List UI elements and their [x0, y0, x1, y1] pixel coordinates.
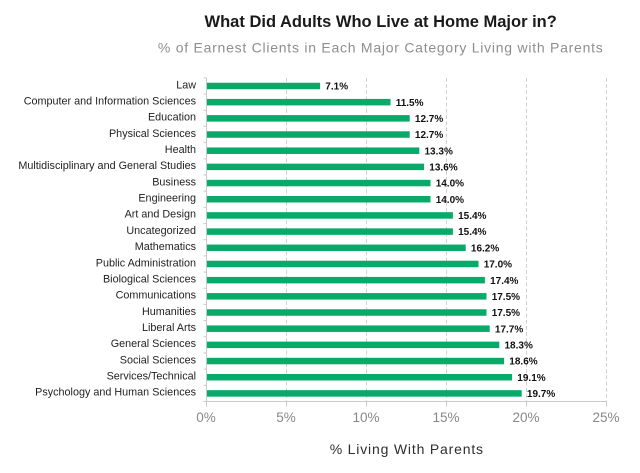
svg-text:15.4%: 15.4%: [458, 227, 486, 238]
svg-text:Uncategorized: Uncategorized: [126, 225, 196, 237]
svg-text:11.5%: 11.5%: [396, 98, 424, 109]
svg-text:Psychology and Human Sciences: Psychology and Human Sciences: [35, 387, 196, 399]
svg-text:15.4%: 15.4%: [458, 211, 486, 222]
svg-text:Law: Law: [176, 79, 196, 91]
svg-text:14.0%: 14.0%: [436, 179, 464, 190]
svg-text:19.7%: 19.7%: [527, 389, 555, 400]
svg-text:17.5%: 17.5%: [492, 292, 520, 303]
svg-text:Physical Sciences: Physical Sciences: [109, 128, 197, 140]
svg-text:Biological Sciences: Biological Sciences: [103, 273, 197, 285]
svg-text:0%: 0%: [196, 410, 216, 425]
svg-text:10%: 10%: [352, 410, 379, 425]
svg-text:17.5%: 17.5%: [492, 308, 520, 319]
svg-text:Communications: Communications: [116, 290, 197, 302]
svg-text:17.0%: 17.0%: [484, 260, 512, 271]
svg-text:Education: Education: [148, 112, 196, 124]
svg-text:Mathematics: Mathematics: [135, 241, 197, 253]
svg-text:12.7%: 12.7%: [415, 114, 443, 125]
svg-text:What Did Adults Who Live at Ho: What Did Adults Who Live at Home Major i…: [205, 13, 557, 31]
svg-text:Health: Health: [165, 144, 196, 156]
svg-text:Art and Design: Art and Design: [125, 209, 196, 221]
svg-text:Humanities: Humanities: [142, 306, 197, 318]
svg-text:Services/Technical: Services/Technical: [107, 371, 196, 383]
svg-text:Multidisciplinary and General: Multidisciplinary and General Studies: [18, 160, 196, 172]
svg-text:15%: 15%: [432, 410, 459, 425]
svg-text:Social Sciences: Social Sciences: [120, 354, 197, 366]
svg-text:Engineering: Engineering: [138, 193, 196, 205]
svg-text:5%: 5%: [276, 410, 296, 425]
svg-text:Business: Business: [152, 176, 196, 188]
svg-text:16.2%: 16.2%: [471, 243, 499, 254]
svg-text:18.3%: 18.3%: [505, 340, 533, 351]
svg-text:Public Administration: Public Administration: [96, 257, 196, 269]
svg-text:17.7%: 17.7%: [495, 324, 523, 335]
svg-text:20%: 20%: [512, 410, 539, 425]
svg-text:13.6%: 13.6%: [429, 162, 457, 173]
svg-text:17.4%: 17.4%: [490, 276, 518, 287]
svg-text:14.0%: 14.0%: [436, 195, 464, 206]
svg-text:General Sciences: General Sciences: [111, 338, 197, 350]
svg-text:12.7%: 12.7%: [415, 130, 443, 141]
svg-text:19.1%: 19.1%: [517, 373, 545, 384]
svg-text:7.1%: 7.1%: [325, 82, 348, 93]
svg-text:18.6%: 18.6%: [509, 357, 537, 368]
svg-text:13.3%: 13.3%: [425, 146, 453, 157]
svg-text:% of Earnest Clients in Each M: % of Earnest Clients in Each Major Categ…: [158, 39, 604, 55]
svg-text:25%: 25%: [592, 410, 619, 425]
svg-text:Computer and Information Scien: Computer and Information Sciences: [24, 95, 197, 107]
svg-text:Liberal Arts: Liberal Arts: [142, 322, 197, 334]
svg-text:% Living With Parents: % Living With Parents: [330, 441, 484, 457]
